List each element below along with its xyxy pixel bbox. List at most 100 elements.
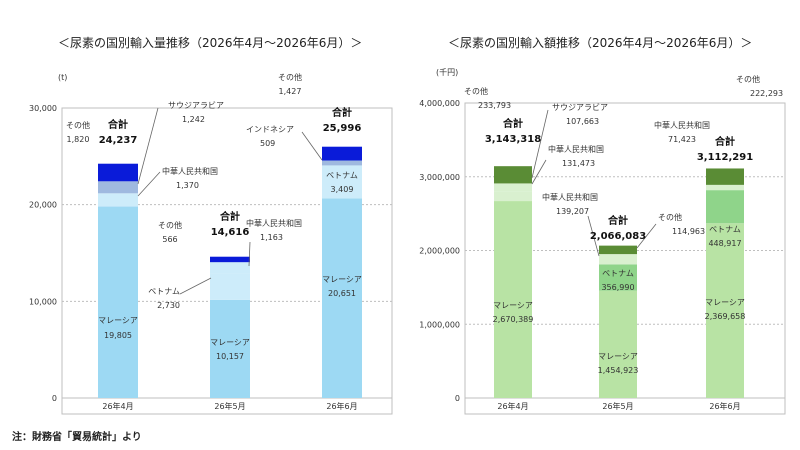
- segment-value-label: 233,793: [478, 101, 511, 110]
- segment-name-label: マレーシア: [210, 338, 250, 347]
- y-tick-label: 3,000,000: [419, 173, 460, 182]
- segment-value-label: 19,805: [104, 331, 132, 340]
- segment-value-label: 509: [260, 139, 275, 148]
- y-tick-label: 0: [52, 394, 57, 403]
- segment-name-label: 中華人民共和国: [246, 218, 302, 228]
- total-label: 合計: [107, 118, 128, 131]
- bar-segment: [210, 262, 250, 274]
- total-value: 24,237: [99, 135, 138, 146]
- total-value: 25,996: [323, 123, 362, 134]
- total-value: 2,066,083: [590, 231, 646, 242]
- y-tick-label: 0: [455, 394, 460, 403]
- segment-name-label: その他: [278, 72, 302, 82]
- segment-name-label: その他: [66, 120, 90, 130]
- y-tick-label: 2,000,000: [419, 247, 460, 256]
- bar-segment: [599, 245, 637, 255]
- bar-segment: [322, 160, 362, 166]
- segment-name-label: サウジアラビア: [552, 103, 608, 112]
- bar-segment: [599, 254, 637, 265]
- bar-segment: [98, 206, 138, 398]
- total-value: 3,112,291: [697, 152, 753, 163]
- segment-name-label: マレーシア: [705, 298, 745, 307]
- plot-frame: [61, 107, 393, 415]
- leader-line: [531, 159, 547, 185]
- segment-value-label: 2,670,389: [493, 315, 534, 324]
- import-value-chart: 0 1,000,000 2,000,000 3,000,000 4,000,000 (千円…: [419, 67, 786, 415]
- segment-name-label: 中華人民共和国: [548, 144, 604, 154]
- x-tick-label: 26年4月: [102, 401, 133, 411]
- bar-segment: [322, 146, 362, 161]
- segment-value-label: 20,651: [328, 289, 356, 298]
- leader-line: [587, 215, 600, 257]
- bar-segment: [494, 183, 532, 192]
- segment-name-label: その他: [658, 212, 682, 222]
- bar-segment: [706, 168, 744, 185]
- unit-label: (t): [58, 73, 67, 82]
- segment-value-label: 1,427: [279, 87, 302, 96]
- leader-line: [137, 171, 161, 197]
- segment-name-label: マレーシア: [598, 352, 638, 361]
- total-label: 合計: [331, 106, 352, 119]
- bar-segment: [98, 163, 138, 182]
- segment-name-label: マレーシア: [493, 301, 533, 310]
- y-tick-label: 30,000: [29, 104, 57, 113]
- segment-name-label: ベトナム: [602, 269, 634, 278]
- segment-name-label: その他: [464, 86, 488, 96]
- total-label: 合計: [219, 210, 240, 223]
- segment-value-label: 107,663: [566, 117, 599, 126]
- segment-value-label: 1,242: [182, 115, 205, 124]
- chart-title-value: ＜尿素の国別輸入額推移（2026年4月～2026年6月）＞: [448, 36, 753, 50]
- segment-value-label: 356,990: [601, 283, 634, 292]
- chart-title-volume: ＜尿素の国別輸入量推移（2026年4月～2026年6月）＞: [58, 36, 363, 50]
- segment-value-label: 71,423: [668, 135, 696, 144]
- bar-segment: [322, 165, 362, 199]
- bar-segment: [706, 190, 744, 224]
- segment-name-label: 中華人民共和国: [654, 120, 710, 130]
- y-tick-label: 1,000,000: [419, 320, 460, 329]
- segment-name-label: ベトナム: [148, 287, 180, 296]
- x-tick-label: 26年5月: [602, 401, 633, 411]
- segment-name-label: 中華人民共和国: [162, 166, 218, 176]
- bar-segment: [210, 299, 250, 398]
- segment-value-label: 114,963: [672, 227, 705, 236]
- segment-value-label: 139,207: [556, 207, 589, 216]
- unit-label: (千円): [436, 67, 458, 77]
- source-note: 注：財務省「貿易統計」より: [12, 432, 142, 443]
- bar-segment: [210, 256, 250, 263]
- segment-value-label: 1,454,923: [598, 366, 639, 375]
- bar-segment: [494, 191, 532, 202]
- segment-name-label: その他: [736, 74, 760, 84]
- segment-value-label: 131,473: [562, 159, 595, 168]
- bar-segment: [494, 166, 532, 184]
- total-label: 合計: [607, 214, 628, 227]
- bar-segment: [322, 198, 362, 398]
- bar-segment: [494, 201, 532, 398]
- segment-value-label: 1,163: [260, 233, 283, 242]
- segment-value-label: 2,369,658: [705, 312, 746, 321]
- leader-line: [248, 241, 251, 267]
- leader-line: [636, 223, 657, 249]
- x-tick-label: 26年6月: [326, 401, 357, 411]
- bar-segment: [210, 273, 250, 300]
- segment-name-label: マレーシア: [322, 275, 362, 284]
- leader-line: [301, 131, 323, 161]
- leader-line: [137, 107, 159, 185]
- leader-line: [531, 109, 549, 179]
- x-tick-label: 26年5月: [214, 401, 245, 411]
- segment-value-label: 1,820: [67, 135, 90, 144]
- total-value: 14,616: [211, 227, 250, 238]
- segment-name-label: サウジアラビア: [168, 101, 224, 110]
- y-tick-label: 10,000: [29, 297, 57, 306]
- segment-value-label: 2,730: [157, 301, 180, 310]
- bar-segment: [98, 193, 138, 207]
- bar-segment: [98, 181, 138, 194]
- y-tick-label: 20,000: [29, 201, 57, 210]
- import-volume-chart: 0 10,000 20,000 30,000 (t) 26年4月 26年5月 26年6月 マレー…: [29, 72, 393, 415]
- segment-name-label: 中華人民共和国: [542, 192, 598, 202]
- segment-value-label: 222,293: [750, 89, 783, 98]
- segment-value-label: 566: [162, 235, 177, 244]
- x-tick-label: 26年6月: [709, 401, 740, 411]
- segment-name-label: その他: [158, 220, 182, 230]
- plot-frame: [464, 102, 786, 415]
- total-value: 3,143,318: [485, 134, 541, 145]
